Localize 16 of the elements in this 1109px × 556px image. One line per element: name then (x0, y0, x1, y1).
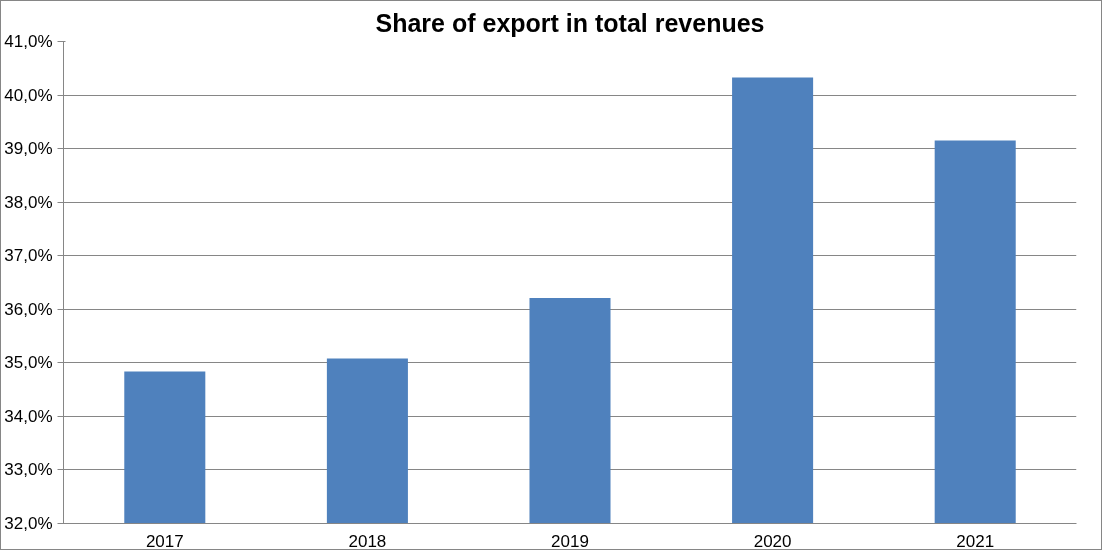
x-tick-label: 2021 (956, 531, 995, 551)
y-tick-label: 38,0% (4, 192, 53, 212)
x-tick-label: 2019 (551, 531, 589, 551)
y-tick-label: 36,0% (4, 299, 53, 319)
y-tick-label: 35,0% (4, 353, 53, 373)
y-tick-label: 41,0% (4, 32, 53, 51)
x-tick-label: 2017 (145, 531, 184, 551)
y-tick-label: 39,0% (4, 139, 53, 159)
chart-title: Share of export in total revenues (375, 8, 765, 37)
y-tick-label: 33,0% (4, 460, 53, 480)
x-tick-label: 2020 (753, 531, 792, 551)
x-tick-label: 2018 (348, 531, 387, 551)
y-tick-label: 34,0% (4, 406, 53, 426)
y-tick-label: 37,0% (4, 246, 53, 266)
y-tick-label: 40,0% (4, 85, 53, 105)
y-tick-label: 32,0% (4, 514, 53, 533)
